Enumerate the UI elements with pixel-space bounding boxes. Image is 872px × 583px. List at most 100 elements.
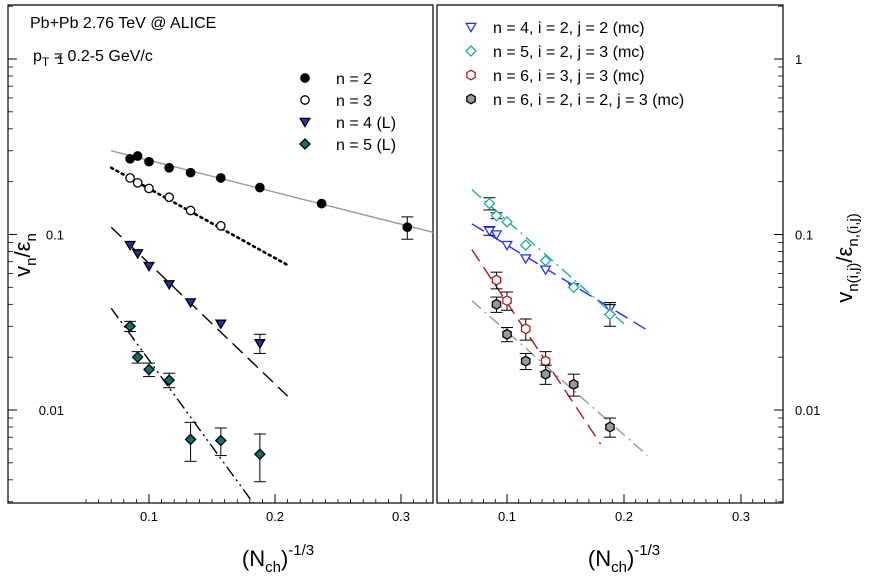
data-point: [164, 162, 175, 173]
data-point: [540, 368, 551, 380]
legend-marker: [465, 22, 477, 33]
data-point: [144, 183, 154, 194]
legend-item: n = 4, i = 2, j = 2 (mc): [465, 20, 645, 37]
legend-marker: [465, 45, 477, 57]
legend-label: n = 4 (L): [336, 115, 396, 132]
data-point: [501, 215, 513, 228]
data-point: [519, 239, 532, 252]
series-fit-line: [471, 300, 648, 457]
x-tick-label: 0.2: [615, 509, 633, 524]
legend-marker: [466, 69, 476, 81]
data-point: [184, 298, 197, 309]
y-axis-label: vn(i,j)/εn,(i,j): [832, 213, 862, 302]
legend-label: n = 5, i = 2, j = 3 (mc): [493, 44, 645, 61]
data-point: [143, 261, 155, 273]
legend-item: n = 2: [300, 71, 372, 88]
y-axis-label: vn/εn: [10, 233, 40, 277]
annotation-title: Pb+Pb 2.76 TeV @ ALICE: [30, 15, 216, 32]
legend-label: n = 3: [336, 93, 372, 110]
data-point: [604, 308, 616, 321]
series-4: [110, 307, 266, 503]
legend-item: n = 3: [300, 93, 372, 110]
legend-marker: [299, 138, 311, 150]
data-point: [255, 182, 265, 193]
x-tick-label: 0.3: [392, 509, 410, 524]
data-point: [253, 448, 266, 461]
plot-frame: [436, 4, 784, 504]
legend: n = 2 n = 3 n = 4 (L) n = 5 (L): [299, 71, 396, 154]
data-point: [144, 156, 154, 167]
x-tick-label: 0.2: [266, 509, 284, 524]
y-tick-label: 1: [57, 52, 64, 67]
data-point: [502, 328, 512, 340]
data-point: [131, 249, 144, 260]
legend-label: n = 2: [336, 71, 372, 88]
data-point: [184, 433, 197, 446]
data-point: [491, 298, 502, 310]
series-1: [111, 150, 433, 240]
data-point: [132, 151, 143, 161]
data-point: [567, 281, 580, 294]
legend-item: n = 6, i = 2, i = 2, j = 3 (mc): [466, 92, 684, 109]
x-tick-label: 0.1: [140, 509, 158, 524]
data-point: [124, 240, 137, 251]
series-2: [109, 166, 289, 267]
data-point: [185, 205, 196, 216]
data-point: [163, 280, 176, 291]
y-tick-label: 0.01: [39, 403, 64, 418]
plot-area: [109, 150, 433, 503]
legend-item: n = 4 (L): [299, 115, 396, 132]
x-axis-label: (Nch)-1/3: [242, 542, 314, 576]
data-point: [483, 197, 496, 210]
data-point: [402, 222, 413, 233]
plot-area: [471, 189, 648, 457]
data-point: [143, 363, 155, 376]
x-axis: 0.1 0.2 0.3: [85, 494, 427, 524]
data-point: [131, 351, 144, 364]
right-panel: 0.1 0.2 0.3 0.01 0.1 1 (Nch)-1/3 vn(i,j)/εn,(i,…: [436, 4, 862, 576]
legend-marker: [300, 73, 310, 83]
legend-marker: [299, 117, 311, 128]
y-tick-label: 0.1: [795, 228, 813, 243]
series-2: [471, 189, 625, 327]
data-point: [502, 295, 512, 307]
left-panel: 0.1 0.2 0.3 0.01 0.1 1 (Nch)-1/3 vn/εn Pb+Pb 2.7…: [7, 4, 434, 576]
data-point: [253, 339, 266, 350]
data-point: [519, 254, 532, 265]
legend-label: n = 6, i = 3, j = 3 (mc): [493, 68, 645, 85]
plot-frame: [7, 4, 434, 504]
series-4: [471, 296, 648, 457]
series-3: [471, 249, 602, 445]
data-point: [132, 177, 143, 188]
x-tick-label: 0.1: [498, 509, 516, 524]
legend-label: n = 4, i = 2, j = 2 (mc): [493, 20, 645, 37]
data-point: [491, 274, 502, 286]
data-point: [316, 198, 327, 209]
series-fit-line: [110, 307, 255, 503]
x-axis-label: (Nch)-1/3: [588, 542, 660, 576]
legend-label: n = 6, i = 2, i = 2, j = 3 (mc): [493, 92, 684, 109]
data-point: [539, 254, 552, 267]
data-point: [125, 173, 135, 183]
data-point: [490, 230, 503, 241]
data-point: [163, 374, 176, 387]
series-fit-line: [109, 166, 289, 267]
legend-item: n = 6, i = 3, j = 3 (mc): [466, 68, 645, 85]
series-fit-line: [471, 249, 602, 445]
data-point: [501, 240, 513, 251]
legend: n = 4, i = 2, j = 2 (mc) n = 5, i = 2, j …: [465, 20, 684, 109]
legend-marker: [300, 95, 310, 105]
legend-item: n = 5 (L): [299, 137, 396, 154]
series-fit-line: [471, 223, 648, 331]
x-tick-label: 0.3: [732, 509, 750, 524]
data-point: [520, 355, 531, 367]
data-point: [568, 378, 579, 390]
annotation-pt-range: pT = 0.2-5 GeV/c: [33, 48, 153, 69]
legend-label: n = 5 (L): [336, 137, 396, 154]
data-point: [215, 173, 226, 183]
data-point: [605, 421, 615, 433]
y-tick-label: 0.1: [46, 228, 64, 243]
y-axis: 0.01 0.1 1: [8, 5, 64, 503]
legend-marker: [466, 93, 476, 105]
